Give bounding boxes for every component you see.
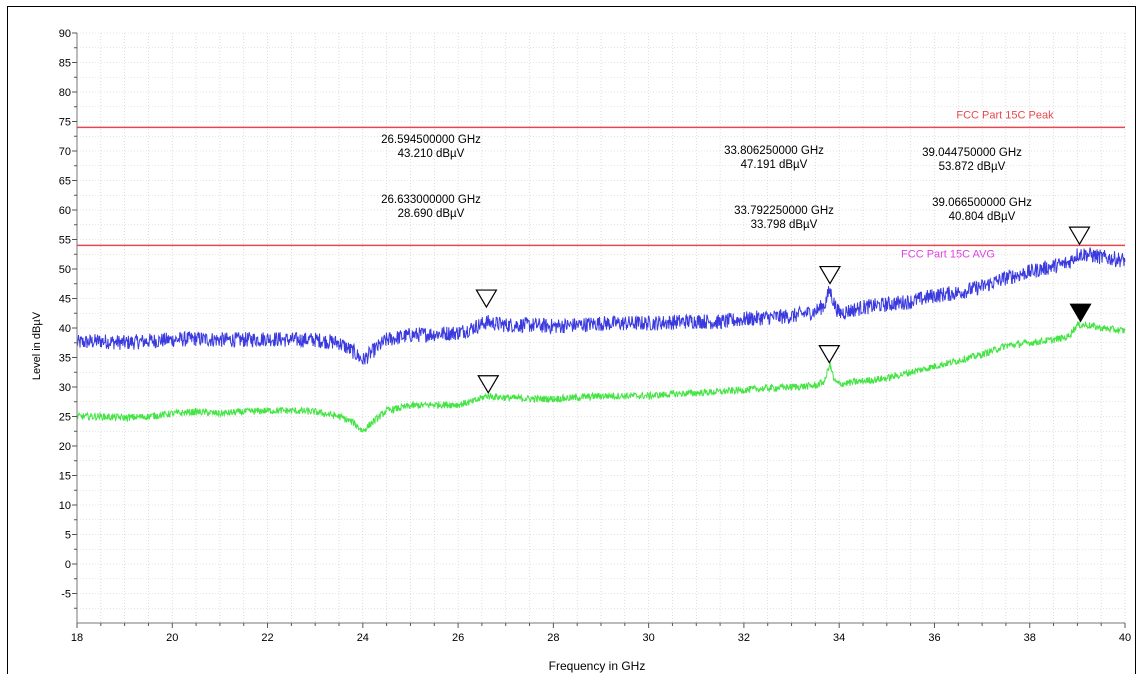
x-tick-label: 38 bbox=[1024, 632, 1036, 644]
marker-triangle bbox=[477, 375, 500, 394]
y-tick-label: 45 bbox=[59, 294, 71, 306]
y-tick-label: 0 bbox=[65, 559, 71, 571]
marker-label: 33.792250000 GHz bbox=[734, 205, 834, 217]
y-tick-label: 60 bbox=[59, 205, 71, 217]
y-axis-label: Level in dBµV bbox=[31, 311, 43, 380]
marker-triangle bbox=[818, 265, 842, 285]
chart-frame bbox=[7, 6, 1136, 674]
markers bbox=[475, 226, 1092, 394]
limit-line-label: FCC Part 15C Peak bbox=[956, 109, 1054, 121]
y-tick-label: 65 bbox=[59, 176, 71, 188]
series-trace bbox=[76, 247, 1126, 366]
limit-lines: FCC Part 15C Peak FCC Part 15C AVG bbox=[77, 109, 1125, 260]
x-tick-label: 30 bbox=[643, 632, 655, 644]
y-tick-label: 55 bbox=[59, 235, 71, 247]
y-tick-label: 20 bbox=[59, 441, 71, 453]
marker-triangle bbox=[475, 289, 498, 309]
x-tick-label: 34 bbox=[833, 632, 845, 644]
series-traces bbox=[76, 247, 1126, 433]
marker-triangle bbox=[818, 344, 841, 364]
y-tick-label: 5 bbox=[65, 530, 71, 542]
y-tick-label: 15 bbox=[59, 471, 71, 483]
marker-label: 40.804 dBµV bbox=[949, 211, 1016, 223]
y-tick-label: -5 bbox=[61, 589, 71, 601]
marker-label: 53.872 dBµV bbox=[939, 161, 1006, 173]
series-trace bbox=[76, 320, 1126, 433]
marker-label: 47.191 dBµV bbox=[741, 159, 808, 171]
y-tick-label: 35 bbox=[59, 353, 71, 365]
x-tick-label: 40 bbox=[1119, 632, 1131, 644]
x-tick-label: 18 bbox=[71, 632, 83, 644]
y-tick-label: 30 bbox=[59, 382, 71, 394]
axes: -5 0 5 10 15 20 25 30 35 40 45 50 55 60 65 70 75 80 85 90 18… bbox=[59, 28, 1131, 644]
y-tick-label: 25 bbox=[59, 412, 71, 424]
x-tick-label: 22 bbox=[261, 632, 273, 644]
marker-label: 28.690 dBµV bbox=[398, 208, 465, 220]
marker-triangle bbox=[1068, 226, 1091, 246]
y-tick-label: 50 bbox=[59, 264, 71, 276]
marker-filled-triangle bbox=[1069, 303, 1092, 323]
y-tick-label: 75 bbox=[59, 117, 71, 129]
marker-label: 43.210 dBµV bbox=[398, 148, 465, 160]
y-tick-label: 85 bbox=[59, 58, 71, 70]
marker-label: 39.066500000 GHz bbox=[932, 197, 1032, 209]
x-tick-label: 24 bbox=[357, 632, 369, 644]
y-tick-label: 70 bbox=[59, 146, 71, 158]
marker-label: 33.798 dBµV bbox=[751, 219, 818, 231]
marker-annotations: 26.594500000 GHz 43.210 dBµV 26.633000000 … bbox=[381, 134, 1032, 231]
x-tick-label: 26 bbox=[452, 632, 464, 644]
x-tick-label: 20 bbox=[166, 632, 178, 644]
marker-label: 26.594500000 GHz bbox=[381, 134, 481, 146]
y-tick-label: 10 bbox=[59, 500, 71, 512]
grid bbox=[76, 32, 1126, 624]
x-tick-label: 28 bbox=[547, 632, 559, 644]
x-tick-label: 32 bbox=[738, 632, 750, 644]
y-tick-label: 90 bbox=[59, 28, 71, 40]
x-axis-label: Frequency in GHz bbox=[549, 659, 646, 673]
marker-label: 26.633000000 GHz bbox=[381, 194, 481, 206]
y-tick-label: 40 bbox=[59, 323, 71, 335]
y-tick-label: 80 bbox=[59, 87, 71, 99]
marker-label: 33.806250000 GHz bbox=[724, 145, 824, 157]
marker-label: 39.044750000 GHz bbox=[922, 147, 1022, 159]
x-tick-label: 36 bbox=[928, 632, 940, 644]
limit-line-label: FCC Part 15C AVG bbox=[901, 248, 995, 260]
